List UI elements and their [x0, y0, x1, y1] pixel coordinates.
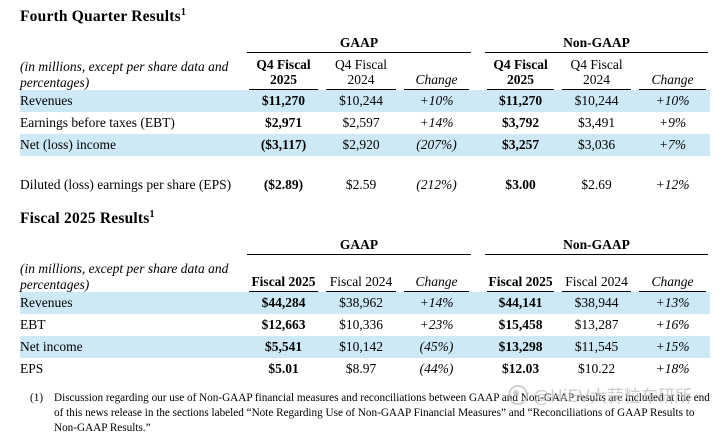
cell: $5.01 [268, 361, 299, 377]
section-title-fy: Fiscal 2025 Results1 [20, 209, 708, 228]
cell: +10% [635, 90, 711, 113]
cell: $13,298 [483, 336, 559, 359]
footnote-marker: (1) [30, 392, 44, 405]
col-header-gaap-change: Change [404, 72, 470, 91]
cell: $3,792 [501, 115, 540, 131]
cell: $38,944 [558, 292, 636, 315]
section-title-q4-text: Fourth Quarter Results [20, 8, 181, 26]
cell: +14% [419, 115, 454, 131]
cell: $10,336 [339, 317, 383, 333]
cell: $44,284 [245, 292, 322, 315]
row-label: Earnings before taxes (EBT) [20, 115, 175, 131]
row-label: EBT [20, 317, 46, 333]
cell: $13,287 [574, 317, 619, 333]
cell: $2,920 [322, 134, 400, 157]
col-header-ng-2025: Fiscal 2025 [487, 274, 555, 293]
table-row-net-income: Net income $5,541 $10,142 (45%) $13,298 … [20, 336, 711, 359]
cell: $10,244 [322, 90, 400, 113]
cell: $15,458 [498, 317, 543, 333]
row-label: Net (loss) income [20, 134, 245, 157]
cell: $3,491 [577, 115, 616, 131]
table-row-revenues: Revenues $11,270 $10,244 +10% $11,270 $1… [20, 90, 711, 113]
col-header-gaap-2025: Fiscal 2025 [249, 274, 318, 293]
group-header-row: GAAP Non-GAAP [20, 237, 710, 256]
gaap-group-header: GAAP [247, 35, 472, 54]
cell: $10.22 [577, 361, 616, 377]
cell: $44,141 [483, 292, 559, 315]
cell: $2.69 [581, 177, 612, 193]
cell: ($3,117) [245, 134, 322, 157]
cell: $12.03 [501, 361, 540, 377]
column-header-row: (in millions, except per share data and … [20, 53, 710, 91]
table-row-revenues: Revenues $44,284 $38,962 +14% $44,141 $3… [20, 292, 711, 315]
cell: +9% [658, 115, 687, 131]
col-header-ng-change: Change [639, 72, 707, 91]
row-label: Diluted (loss) earnings per share (EPS) [20, 176, 232, 192]
cell: $3,257 [483, 134, 559, 157]
col-header-ng-2024: Fiscal 2024 [562, 274, 632, 293]
table-row-ebt: EBT $12,663 $10,336 +23% $15,458 $13,287… [20, 314, 710, 336]
press-release-page: Fourth Quarter Results1 GAAP Non-GAAP (i… [20, 7, 711, 434]
cell: $11,270 [483, 90, 559, 113]
section-title-fy-text: Fiscal 2025 Results [20, 210, 150, 228]
cell: +16% [655, 317, 690, 333]
col-header-ng-change: Change [639, 274, 707, 293]
non-gaap-group-header: Non-GAAP [485, 238, 709, 256]
table-note: (in millions, except per share data and … [20, 59, 229, 90]
cell: $10,142 [322, 336, 400, 359]
table-note: (in millions, except per share data and … [20, 261, 229, 292]
table-row-net-income: Net (loss) income ($3,117) $2,920 (207%)… [20, 134, 711, 157]
column-header-row: (in millions, except per share data and … [20, 255, 710, 293]
row-label: Net income [20, 336, 245, 359]
footnote-text: Discussion regarding our use of Non-GAAP… [54, 392, 710, 434]
cell: (207%) [400, 134, 474, 157]
cell: +7% [635, 134, 711, 157]
cell: +15% [635, 336, 711, 359]
table-row-diluted-eps: Diluted (loss) earnings per share (EPS) … [20, 156, 710, 196]
cell: $3,036 [558, 134, 636, 157]
section-title-q4: Fourth Quarter Results1 [20, 7, 708, 26]
cell: $38,962 [322, 292, 400, 315]
col-header-ng-2024: Q4 Fiscal 2024 [562, 57, 632, 91]
cell: $10,244 [558, 90, 636, 113]
cell: +23% [419, 317, 454, 333]
cell: $2,971 [264, 115, 303, 131]
cell: ($2.89) [263, 177, 304, 193]
col-header-gaap-2024: Q4 Fiscal 2024 [326, 57, 396, 91]
col-header-gaap-2024: Fiscal 2024 [326, 274, 396, 293]
cell: +18% [655, 361, 690, 377]
cell: +12% [655, 177, 690, 193]
cell: +13% [635, 292, 711, 315]
cell: (212%) [416, 177, 457, 193]
footnote: (1) Discussion regarding our use of Non-… [30, 391, 716, 435]
cell: $12,663 [261, 317, 306, 333]
cell: $11,545 [558, 336, 636, 359]
cell: $11,270 [245, 90, 322, 113]
cell: +10% [400, 90, 474, 113]
footnote-ref: 1 [149, 209, 155, 221]
q4-results-table: GAAP Non-GAAP (in millions, except per s… [20, 35, 711, 196]
cell: (45%) [400, 336, 474, 359]
cell: +14% [400, 292, 474, 315]
cell: $5,541 [245, 336, 322, 359]
cell: $8.97 [345, 361, 377, 377]
col-header-ng-2025: Q4 Fiscal 2025 [487, 57, 555, 91]
group-header-row: GAAP Non-GAAP [20, 35, 710, 54]
cell: $3.00 [505, 177, 536, 193]
cell: $2.59 [345, 177, 377, 193]
col-header-gaap-change: Change [404, 274, 470, 293]
gaap-group-header: GAAP [247, 238, 472, 256]
row-label: Revenues [20, 90, 245, 113]
cell: (44%) [419, 361, 454, 377]
col-header-gaap-2025: Q4 Fiscal 2025 [249, 57, 318, 91]
footnote-ref: 1 [180, 7, 187, 18]
row-label: EPS [20, 361, 44, 377]
table-row-eps: EPS $5.01 $8.97 (44%) $12.03 $10.22 +18% [20, 358, 710, 380]
row-label: Revenues [20, 292, 245, 315]
non-gaap-group-header: Non-GAAP [485, 35, 709, 54]
table-row-ebt: Earnings before taxes (EBT) $2,971 $2,59… [20, 112, 710, 134]
fy-results-table: GAAP Non-GAAP (in millions, except per s… [20, 237, 711, 380]
cell: $2,597 [342, 115, 380, 131]
